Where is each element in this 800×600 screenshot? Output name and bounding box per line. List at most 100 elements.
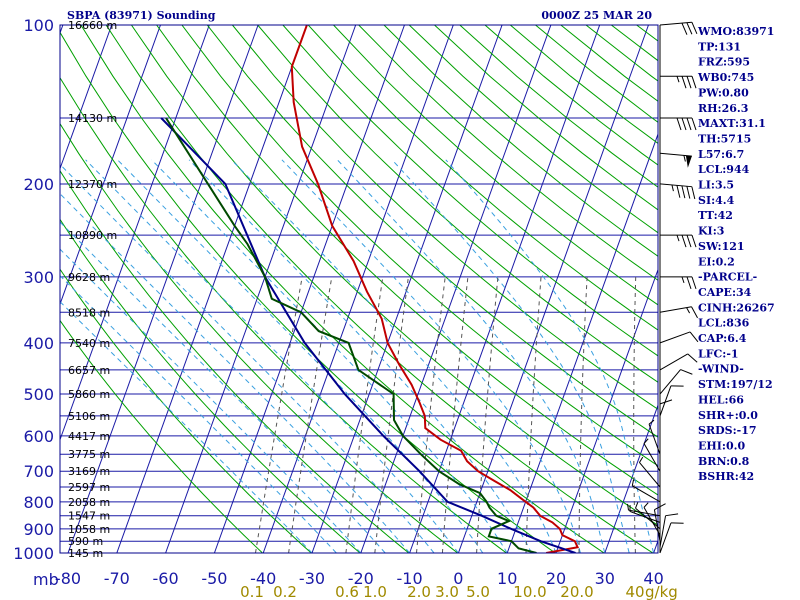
temperature-tick-label: 10 bbox=[497, 569, 517, 588]
pressure-tick-label: 300 bbox=[23, 268, 54, 287]
isotherm--80 bbox=[67, 25, 259, 553]
index-entry: RH:26.3 bbox=[698, 102, 748, 115]
height-label: 590 m bbox=[68, 535, 103, 548]
dry-adiabat bbox=[585, 25, 658, 82]
dry-adiabat bbox=[358, 25, 658, 281]
height-label: 6657 m bbox=[68, 364, 110, 377]
moist-adiabat bbox=[60, 248, 362, 553]
index-entry: FRZ:595 bbox=[698, 56, 750, 69]
mixing-ratio-line bbox=[633, 276, 637, 553]
mixing-ratio-labels: 0.1 0.2 0.6 1.0 2.0 3.0 5.0 10.0 20.0 40 bbox=[240, 583, 644, 600]
plot-frame bbox=[59, 24, 659, 554]
temperature-tick-label: 40 bbox=[643, 569, 663, 588]
mixing-ratio-label: 20.0 bbox=[560, 583, 593, 600]
sounding-time: 0000Z 25 MAR 20 bbox=[541, 9, 652, 22]
temperature-tick-labels: -80 -70 -60 -50 -40 -30 -20 -10 0 10 20 30 40 bbox=[55, 569, 664, 588]
wind-barb bbox=[659, 513, 679, 548]
mixing-ratio-line bbox=[288, 276, 333, 553]
moist-adiabat bbox=[188, 159, 533, 553]
mixing-ratio-line bbox=[374, 276, 409, 553]
temperature-tick-label: 20 bbox=[546, 569, 566, 588]
isotherm--100 bbox=[60, 25, 161, 306]
dry-adiabat bbox=[80, 25, 605, 553]
wind-barb bbox=[648, 419, 661, 455]
height-label: 7540 m bbox=[68, 337, 110, 350]
mixing-ratio-label: 3.0 bbox=[435, 583, 459, 600]
pressure-tick-label: 700 bbox=[23, 462, 54, 481]
index-entry: EI:0.2 bbox=[698, 255, 735, 268]
mixing-ratio-unit: g/kg bbox=[645, 583, 678, 600]
wind-barb bbox=[660, 234, 697, 248]
dry-adiabat bbox=[60, 76, 508, 553]
height-label: 1058 m bbox=[68, 523, 110, 536]
isotherm--20 bbox=[360, 25, 552, 553]
index-entry: LCL:944 bbox=[698, 163, 750, 176]
index-entry: CAPE:34 bbox=[698, 286, 752, 299]
moist-adiabat bbox=[60, 275, 337, 553]
moist-adiabat bbox=[60, 300, 313, 553]
wind-barb bbox=[643, 502, 661, 536]
height-label: 10890 m bbox=[68, 229, 117, 242]
index-entry: TP:131 bbox=[698, 40, 741, 53]
index-entry: CAP:6.4 bbox=[698, 332, 747, 345]
mixing-ratio-label: 0.1 bbox=[240, 583, 264, 600]
temperature-profile bbox=[290, 25, 580, 553]
temperature-tick-label: 0 bbox=[453, 569, 463, 588]
index-entry: LFC:-1 bbox=[698, 347, 739, 360]
temperature-tick-label: -20 bbox=[348, 569, 374, 588]
wind-barb bbox=[659, 399, 673, 436]
dry-adiabat bbox=[383, 25, 658, 257]
dry-adiabat bbox=[282, 25, 658, 357]
mixing-ratio-line bbox=[416, 276, 446, 553]
wind-barb bbox=[631, 479, 661, 503]
index-entry: SHR+:0.0 bbox=[698, 409, 758, 422]
pressure-tick-label: 600 bbox=[23, 427, 54, 446]
moist-adiabat bbox=[60, 193, 410, 553]
dry-adiabat bbox=[181, 25, 658, 467]
wind-barb bbox=[659, 353, 698, 371]
wind-barb bbox=[659, 522, 684, 554]
temperature-tick-label: -70 bbox=[104, 569, 130, 588]
index-entry: EHI:0.0 bbox=[698, 439, 745, 452]
dry-adiabat bbox=[560, 25, 658, 102]
index-entry: KI:3 bbox=[698, 225, 724, 238]
temperature-tick-label: -40 bbox=[250, 569, 276, 588]
height-label: 5106 m bbox=[68, 410, 110, 423]
temperature-tick-label: 30 bbox=[595, 569, 615, 588]
isotherm-0 bbox=[457, 25, 649, 553]
index-entry: CINH:26267 bbox=[698, 301, 775, 314]
dry-adiabat bbox=[60, 218, 361, 553]
isotherm--50 bbox=[213, 25, 405, 553]
mixing-ratio-label: 5.0 bbox=[466, 583, 490, 600]
mixing-ratio-label: 40 bbox=[625, 583, 644, 600]
mixing-ratio-line bbox=[525, 276, 542, 553]
index-entry: BRN:0.8 bbox=[698, 455, 750, 468]
mixing-ratio-label: 0.2 bbox=[273, 583, 297, 600]
dewpoint-profile bbox=[165, 117, 537, 553]
temperature-tick-label: -10 bbox=[397, 569, 423, 588]
index-entry: PW:0.80 bbox=[698, 86, 749, 99]
moist-adiabat bbox=[336, 159, 606, 553]
wind-barb bbox=[660, 75, 697, 89]
index-entry: BSHR:42 bbox=[698, 470, 754, 483]
temperature-tick-label: -50 bbox=[201, 569, 227, 588]
mixing-ratio-label: 0.6 bbox=[335, 583, 359, 600]
wind-barb bbox=[659, 152, 692, 168]
moist-adiabat bbox=[231, 159, 557, 553]
index-entry: LI:3.5 bbox=[698, 179, 734, 192]
height-label: 3169 m bbox=[68, 465, 110, 478]
dry-adiabat bbox=[257, 25, 658, 383]
dry-adiabat bbox=[60, 122, 459, 553]
dry-adiabat bbox=[535, 25, 658, 123]
moist-adiabat bbox=[117, 159, 484, 553]
mixing-ratio-label: 1.0 bbox=[363, 583, 387, 600]
index-entry: SRDS:-17 bbox=[698, 424, 757, 437]
mixing-ratio-line bbox=[578, 276, 588, 553]
isotherm--40 bbox=[262, 25, 454, 553]
dry-adiabat bbox=[60, 268, 313, 553]
wind-barb bbox=[659, 385, 684, 417]
moist-adiabat bbox=[60, 221, 386, 553]
wind-barb bbox=[659, 21, 698, 35]
height-label: 2597 m bbox=[68, 481, 110, 494]
